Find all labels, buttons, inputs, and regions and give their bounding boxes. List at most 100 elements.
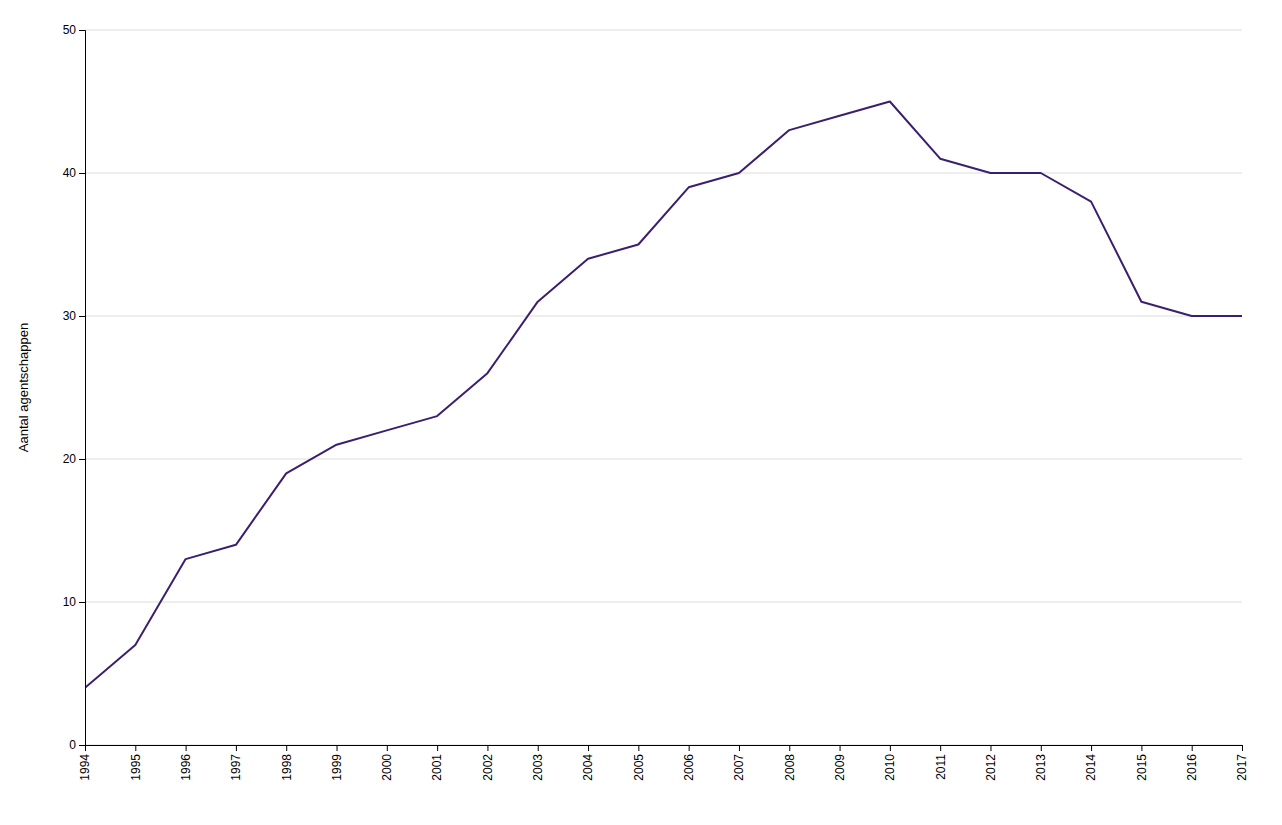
tick-label: 1994 (78, 754, 92, 781)
tick-label: 2005 (632, 754, 646, 781)
tick-label: 40 (63, 166, 77, 180)
tick-label: 2000 (380, 754, 394, 781)
tick: 2017 (1235, 745, 1249, 781)
tick: 2004 (581, 745, 595, 781)
tick: 2009 (833, 745, 847, 781)
tick: 2010 (883, 745, 897, 781)
axis-line (86, 746, 1243, 752)
tick-mark (79, 30, 85, 31)
tick-mark (79, 316, 85, 317)
tick-label: 2009 (833, 754, 847, 781)
tick-label: 1995 (129, 754, 143, 781)
grid-line (85, 316, 1242, 317)
tick-mark (739, 745, 740, 751)
tick-label: 2017 (1235, 754, 1249, 781)
tick-label: 0 (69, 738, 76, 752)
tick: 2001 (430, 745, 444, 781)
tick: 2012 (984, 745, 998, 781)
grid-line (85, 30, 1242, 31)
tick: 2011 (934, 745, 948, 780)
tick-mark (79, 459, 85, 460)
tick-mark (1141, 745, 1142, 751)
tick: 1994 (78, 745, 92, 781)
tick-label: 2013 (1034, 754, 1048, 781)
tick-label: 2006 (682, 754, 696, 781)
tick-label: 1998 (280, 754, 294, 781)
tick: 1997 (229, 745, 243, 781)
tick-mark (79, 602, 85, 603)
grid-line (85, 602, 1242, 603)
tick-mark (789, 745, 790, 751)
tick-mark (337, 745, 338, 751)
tick-label: 2011 (934, 754, 948, 780)
tick-mark (387, 745, 388, 751)
tick-label: 1996 (179, 754, 193, 781)
tick-mark (1091, 745, 1092, 751)
tick-label: 50 (63, 23, 77, 37)
tick: 2008 (783, 745, 797, 781)
tick-mark (638, 745, 639, 751)
tick: 2002 (481, 745, 495, 781)
tick: 2003 (531, 745, 545, 781)
tick-mark (79, 173, 85, 174)
tick-mark (186, 745, 187, 751)
y-axis-title: Aantal agentschappen (16, 323, 31, 452)
tick-label: 1999 (330, 754, 344, 781)
tick: 1996 (179, 745, 193, 781)
tick: 40 (63, 166, 85, 180)
tick-label: 30 (63, 309, 77, 323)
tick-label: 2003 (531, 754, 545, 781)
tick-mark (538, 745, 539, 751)
tick-label: 2010 (883, 754, 897, 781)
tick-mark (940, 745, 941, 751)
tick-mark (286, 745, 287, 751)
tick: 2014 (1084, 745, 1098, 781)
tick: 2016 (1185, 745, 1199, 781)
tick-label: 2014 (1084, 754, 1098, 781)
x-axis: 1994 1995 1996 1997 1998 1999 2000 2001 2002 2003… (78, 745, 1249, 781)
grid-line (85, 173, 1242, 174)
tick-mark (840, 745, 841, 751)
tick-label: 10 (63, 595, 77, 609)
tick: 1995 (129, 745, 143, 781)
tick: 50 (63, 23, 85, 37)
tick-label: 2004 (581, 754, 595, 781)
tick: 0 (69, 738, 85, 752)
tick-mark (236, 745, 237, 751)
tick: 2000 (380, 745, 394, 781)
tick-mark (135, 745, 136, 751)
tick-label: 20 (63, 452, 77, 466)
tick: 10 (63, 595, 85, 609)
tick-mark (79, 745, 85, 746)
tick-label: 2002 (481, 754, 495, 781)
marks (85, 102, 1242, 688)
plot: 1994199519961997199819992000200120022003… (63, 23, 1250, 780)
tick-label: 2008 (783, 754, 797, 781)
tick-mark (437, 745, 438, 751)
grid (85, 30, 1242, 745)
tick: 20 (63, 452, 85, 466)
tick-mark (588, 745, 589, 751)
tick-label: 1997 (229, 754, 243, 781)
axis-line (79, 31, 86, 746)
y-axis: 0 10 20 30 40 50 (63, 23, 86, 752)
tick: 2005 (632, 745, 646, 781)
tick: 1998 (280, 745, 294, 781)
tick-mark (689, 745, 690, 751)
tick: 1999 (330, 745, 344, 781)
tick: 30 (63, 309, 85, 323)
line (85, 102, 1242, 688)
tick-mark (487, 745, 488, 751)
tick-mark (890, 745, 891, 751)
tick-label: 2016 (1185, 754, 1199, 781)
tick-mark (1041, 745, 1042, 751)
tick-label: 2001 (430, 754, 444, 781)
tick-mark (990, 745, 991, 751)
grid-line (85, 459, 1242, 460)
tick: 2013 (1034, 745, 1048, 781)
chart: 1994199519961997199819992000200120022003… (0, 0, 1282, 825)
tick-label: 2015 (1135, 754, 1149, 781)
tick: 2007 (732, 745, 746, 781)
tick: 2006 (682, 745, 696, 781)
tick-label: 2012 (984, 754, 998, 781)
